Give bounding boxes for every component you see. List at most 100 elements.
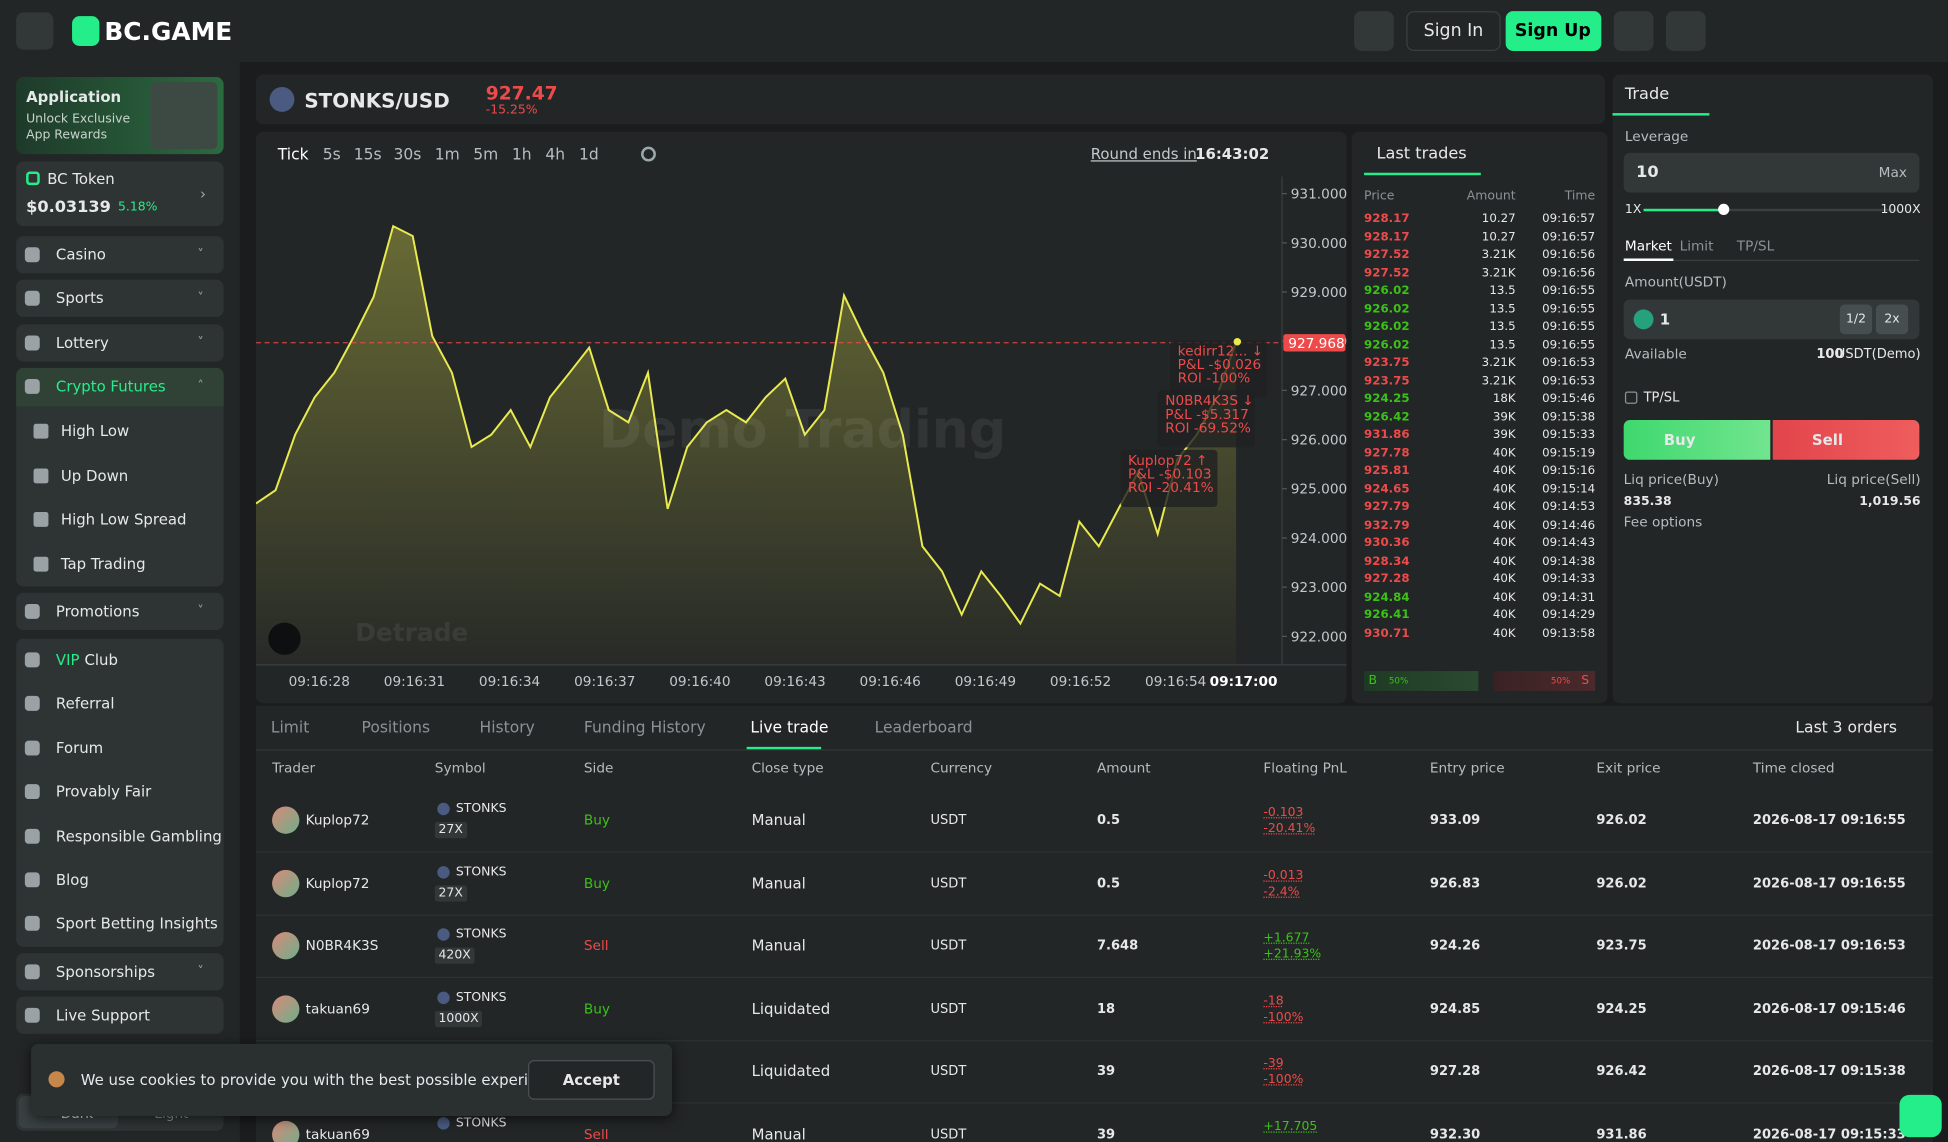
trader: takuan69 — [305, 1000, 370, 1017]
nav-box[interactable] — [16, 324, 224, 362]
y-tick-label: 924.000 — [1291, 531, 1347, 547]
y-tick-label: 929.000 — [1291, 285, 1347, 301]
nav-link[interactable]: Sport Betting Insights — [55, 915, 218, 933]
buy-bar — [1364, 671, 1479, 691]
nav-link[interactable]: Referral — [55, 695, 115, 713]
nav-link[interactable]: Provably Fair — [55, 783, 152, 801]
trade-tab[interactable]: Trade — [1624, 85, 1670, 104]
timeframe[interactable]: Tick — [277, 144, 309, 164]
trade-time: 09:15:33 — [1542, 428, 1596, 443]
orders-label: Last 3 orders — [1795, 717, 1897, 737]
timeframe[interactable]: 15s — [353, 144, 382, 164]
timeframe[interactable]: 5s — [322, 144, 341, 164]
pnl: -0.013 — [1263, 868, 1304, 883]
support-button[interactable] — [1899, 1094, 1942, 1138]
search-button[interactable] — [1354, 11, 1394, 51]
bottom-tab[interactable]: Live trade — [750, 717, 829, 737]
header-time: Time — [1564, 189, 1596, 204]
sub-nav-item[interactable]: Up Down — [60, 466, 129, 485]
half-button[interactable]: 1/2 — [1839, 304, 1873, 335]
timeframe[interactable]: 4h — [545, 144, 566, 164]
symbol: STONKS — [455, 865, 507, 879]
table-header: Amount — [1096, 759, 1151, 777]
language-button[interactable] — [1665, 11, 1706, 51]
currency: USDT — [930, 812, 967, 828]
bottom-tab[interactable]: Positions — [361, 717, 431, 737]
exit: 926.02 — [1596, 812, 1647, 828]
annotation-box — [1170, 340, 1268, 398]
trade-price: 924.25 — [1364, 392, 1410, 406]
nav-box[interactable] — [16, 279, 224, 317]
sub-nav-item[interactable]: High Low Spread — [60, 510, 187, 529]
trade-amount: 40K — [1492, 554, 1516, 569]
bottom-tab[interactable]: Leaderboard — [874, 717, 973, 737]
timeframe[interactable]: 1d — [578, 144, 599, 164]
nav-link[interactable]: Responsible Gambling — [55, 827, 222, 845]
sell-ratio: 50% — [1550, 676, 1571, 686]
nav-link[interactable]: Blog — [55, 871, 89, 889]
fee-options[interactable]: Fee options — [1623, 513, 1703, 531]
crypto-futures-head[interactable] — [16, 367, 224, 407]
nav-link[interactable]: Forum — [55, 739, 104, 757]
table-header: Trader — [272, 759, 316, 777]
price-chart: 931.000930.000929.000928.000927.000926.0… — [255, 176, 1347, 690]
symbol-icon — [437, 865, 450, 879]
token-icon — [26, 171, 40, 186]
trade-price: 928.17 — [1364, 229, 1410, 244]
sub-nav-item[interactable]: High Low — [60, 422, 130, 440]
order-tab[interactable]: TP/SL — [1736, 237, 1775, 255]
currency: USDT — [930, 1064, 967, 1080]
nav-box[interactable] — [16, 592, 224, 631]
time-closed: 2026-08-17 09:15:46 — [1752, 1001, 1906, 1017]
buy-button[interactable]: Buy — [1623, 420, 1771, 460]
accept-label[interactable]: Accept — [562, 1071, 620, 1089]
amount-input[interactable]: 1 1/2 2x — [1623, 299, 1920, 340]
nav-link[interactable]: Club — [84, 651, 118, 669]
nav-link-highlight[interactable]: VIP — [55, 651, 80, 669]
side: Buy — [583, 812, 611, 829]
trade-amount: 3.21K — [1481, 356, 1516, 370]
chat-button[interactable] — [1613, 11, 1654, 51]
annotation: N0BR4K3S ↓ — [1165, 393, 1254, 409]
timeframe[interactable]: 1m — [434, 144, 460, 164]
bottom-tab[interactable]: Funding History — [583, 717, 706, 737]
bottom-tab[interactable]: Limit — [270, 717, 310, 737]
nav-box[interactable] — [16, 953, 224, 991]
sell-button[interactable]: Sell — [1772, 420, 1920, 460]
sub-icon — [33, 556, 49, 572]
app-promo[interactable]: Application Unlock Exclusive App Rewards — [16, 77, 224, 155]
side: Sell — [583, 1126, 609, 1142]
timeframe[interactable]: 5m — [473, 144, 499, 164]
order-underline — [1623, 259, 1920, 261]
accept-button[interactable]: Accept — [527, 1060, 655, 1100]
timeframe[interactable]: 1h — [511, 144, 532, 164]
nav-box[interactable] — [16, 996, 224, 1034]
slider-knob[interactable] — [1718, 203, 1730, 215]
header-amount: Amount — [1466, 189, 1516, 204]
nav-box[interactable] — [16, 236, 224, 274]
sign-up[interactable]: Sign Up — [1505, 11, 1602, 51]
trade-price: 926.02 — [1364, 302, 1410, 316]
leverage-input[interactable]: 10 Max — [1623, 152, 1920, 193]
sign-in[interactable]: Sign In — [1406, 11, 1501, 51]
nav-item-icon — [24, 290, 40, 306]
order-tab[interactable]: Market — [1624, 237, 1672, 255]
x-tick-label: 09:16:40 — [669, 674, 730, 690]
promo-subtitle: Unlock Exclusive — [26, 112, 131, 127]
timeframe[interactable]: 30s — [393, 144, 422, 164]
pair-symbol[interactable]: STONKS/USD — [304, 88, 450, 113]
last-trades-title[interactable]: Last trades — [1376, 144, 1467, 164]
tpsl-checkbox[interactable] — [1624, 391, 1638, 404]
bottom-tab[interactable]: History — [479, 717, 535, 737]
entry: 924.85 — [1429, 1001, 1481, 1017]
sub-nav-item[interactable]: Tap Trading — [60, 554, 146, 573]
settings-icon[interactable] — [641, 146, 656, 162]
menu-button[interactable] — [16, 12, 54, 50]
avatar — [272, 932, 300, 960]
currency: USDT — [930, 875, 967, 891]
symbol-icon — [437, 1117, 450, 1130]
order-tab[interactable]: Limit — [1679, 237, 1714, 255]
double-button[interactable]: 2x — [1875, 304, 1909, 335]
trade-price: 930.71 — [1364, 626, 1410, 641]
token-card[interactable]: BC Token $0.03139 5.18% › — [16, 161, 224, 227]
